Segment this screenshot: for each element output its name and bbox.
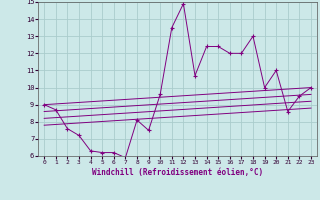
X-axis label: Windchill (Refroidissement éolien,°C): Windchill (Refroidissement éolien,°C) — [92, 168, 263, 177]
